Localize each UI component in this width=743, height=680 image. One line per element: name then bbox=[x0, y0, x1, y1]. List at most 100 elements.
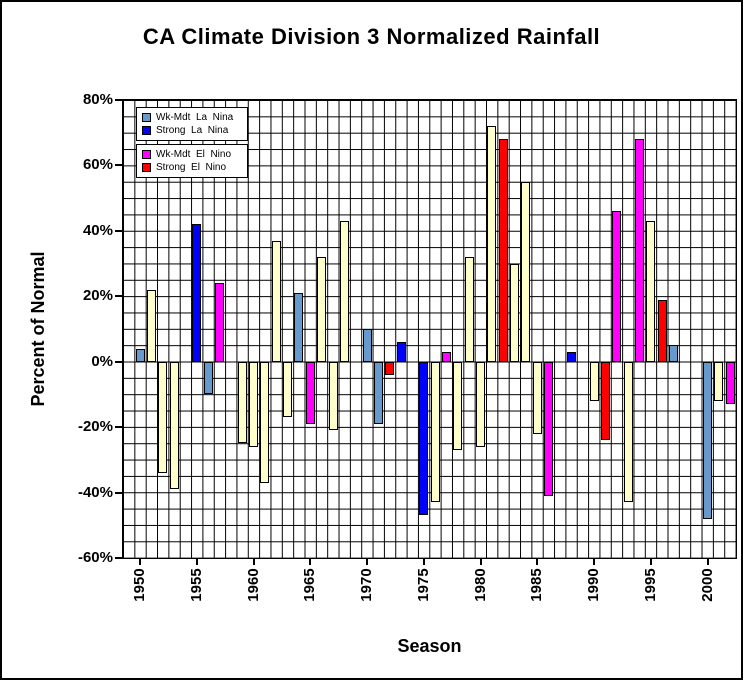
x-tick-mark-1965 bbox=[309, 559, 312, 565]
bar-1955 bbox=[192, 224, 202, 362]
y-tick-label-60: 60% bbox=[82, 156, 113, 174]
bar-1993 bbox=[623, 361, 633, 503]
bar-1963 bbox=[283, 361, 293, 418]
x-tick-mark-1990 bbox=[593, 559, 596, 565]
legend-label-strong_elnino: Strong El Nino bbox=[156, 162, 227, 173]
y-tick-mark-20 bbox=[115, 295, 123, 298]
y-tick-label-40: 40% bbox=[82, 221, 113, 239]
bar-1976 bbox=[430, 361, 440, 503]
y-tick-mark-60 bbox=[115, 164, 123, 167]
bar-1994 bbox=[635, 139, 644, 362]
bar-1952 bbox=[158, 361, 168, 473]
bar-1996 bbox=[657, 299, 667, 362]
legend-box-1: Wk-Mdt La Nina Strong La Nina bbox=[136, 107, 248, 141]
bar-1985 bbox=[532, 361, 542, 434]
x-tick-mark-1980 bbox=[479, 559, 482, 565]
x-tick-label-1990: 1990 bbox=[585, 568, 603, 602]
bar-1992 bbox=[612, 211, 622, 362]
bar-1978 bbox=[453, 361, 463, 451]
bar-1951 bbox=[146, 289, 156, 362]
legend-item-wk_elnino: Wk-Mdt El Nino bbox=[142, 148, 242, 161]
bar-1953 bbox=[169, 361, 179, 490]
bar-1986 bbox=[544, 361, 554, 496]
bar-1957 bbox=[214, 283, 224, 362]
bar-2001 bbox=[714, 361, 724, 401]
bar-1990 bbox=[589, 361, 599, 401]
y-tick-label-80: 80% bbox=[82, 91, 113, 108]
x-tick-mark-1960 bbox=[252, 559, 255, 565]
bar-1962 bbox=[271, 240, 281, 362]
bar-1979 bbox=[464, 257, 474, 362]
bar-1997 bbox=[669, 345, 679, 362]
bar-1970 bbox=[362, 329, 372, 362]
legend: Wk-Mdt La Nina Strong La Nina Wk-Mdt El Ni… bbox=[136, 107, 248, 181]
y-tick-label-0: 0% bbox=[91, 352, 113, 370]
x-tick-label-2000: 2000 bbox=[698, 568, 716, 602]
bar-1981 bbox=[487, 126, 497, 362]
wk-elnino-swatch-icon bbox=[142, 150, 151, 159]
x-tick-mark-1970 bbox=[366, 559, 369, 565]
bar-1982 bbox=[498, 139, 508, 362]
bar-2000 bbox=[703, 361, 713, 519]
y-axis-title: Percent of Normal bbox=[28, 251, 48, 407]
x-tick-label-1955: 1955 bbox=[187, 568, 205, 602]
x-tick-label-1970: 1970 bbox=[358, 568, 376, 602]
x-tick-mark-1950 bbox=[139, 559, 142, 565]
bar-2002 bbox=[725, 361, 735, 405]
bar-1988 bbox=[566, 351, 576, 362]
x-tick-label-1985: 1985 bbox=[528, 568, 546, 602]
bar-1959 bbox=[237, 361, 247, 444]
bar-1960 bbox=[249, 361, 259, 447]
bar-1977 bbox=[442, 351, 452, 362]
bar-1966 bbox=[317, 257, 327, 362]
y-tick-mark-80 bbox=[115, 99, 123, 101]
legend-box-2: Wk-Mdt El Nino Strong El Nino bbox=[136, 144, 248, 178]
x-tick-mark-1985 bbox=[536, 559, 539, 565]
bar-1995 bbox=[646, 221, 656, 362]
chart-title: CA Climate Division 3 Normalized Rainfal… bbox=[142, 24, 601, 49]
x-tick-label-1995: 1995 bbox=[641, 568, 659, 602]
legend-label-strong_lanina: Strong La Nina bbox=[156, 125, 229, 136]
y-tick-label-20: 20% bbox=[82, 287, 113, 305]
legend-item-strong_lanina: Strong La Nina bbox=[142, 124, 242, 137]
x-tick-label-1965: 1965 bbox=[301, 568, 319, 602]
bar-1973 bbox=[396, 342, 406, 362]
legend-item-strong_elnino: Strong El Nino bbox=[142, 161, 242, 174]
bar-1964 bbox=[294, 293, 304, 362]
wk-lanina-swatch-icon bbox=[142, 113, 151, 122]
y-tick-label--20: -20% bbox=[77, 418, 113, 436]
bar-1984 bbox=[521, 181, 531, 362]
x-tick-label-1980: 1980 bbox=[471, 568, 489, 602]
x-tick-mark-2000 bbox=[706, 559, 709, 565]
y-tick-mark--40 bbox=[115, 491, 123, 494]
y-tick-mark--20 bbox=[115, 426, 123, 429]
bar-1983 bbox=[510, 263, 520, 362]
x-tick-label-1960: 1960 bbox=[244, 568, 262, 602]
strong-lanina-swatch-icon bbox=[142, 126, 151, 135]
bar-1980 bbox=[476, 361, 486, 447]
bar-1971 bbox=[373, 361, 383, 424]
legend-label-wk_elnino: Wk-Mdt El Nino bbox=[156, 149, 232, 160]
bar-1975 bbox=[419, 361, 429, 516]
x-tick-mark-1955 bbox=[195, 559, 198, 565]
y-tick-mark-40 bbox=[115, 229, 123, 232]
bar-1991 bbox=[600, 361, 610, 441]
y-tick-mark-0 bbox=[115, 360, 123, 363]
legend-label-wk_lanina: Wk-Mdt La Nina bbox=[156, 112, 234, 123]
bar-1961 bbox=[260, 361, 270, 483]
x-tick-label-1950: 1950 bbox=[131, 568, 149, 602]
y-tick-label--60: -60% bbox=[77, 549, 113, 566]
x-tick-mark-1995 bbox=[649, 559, 652, 565]
bar-1968 bbox=[339, 221, 349, 362]
strong-elnino-swatch-icon bbox=[142, 163, 151, 172]
legend-item-wk_lanina: Wk-Mdt La Nina bbox=[142, 111, 242, 124]
bar-1965 bbox=[305, 361, 315, 424]
y-tick-mark--60 bbox=[115, 557, 123, 559]
bar-1956 bbox=[203, 361, 213, 395]
x-tick-label-1975: 1975 bbox=[414, 568, 432, 602]
bar-1950 bbox=[135, 348, 145, 362]
plot-area: Wk-Mdt La Nina Strong La Nina Wk-Mdt El Ni… bbox=[122, 99, 737, 559]
y-tick-label--40: -40% bbox=[77, 483, 113, 501]
x-axis-title: Season bbox=[397, 636, 462, 656]
